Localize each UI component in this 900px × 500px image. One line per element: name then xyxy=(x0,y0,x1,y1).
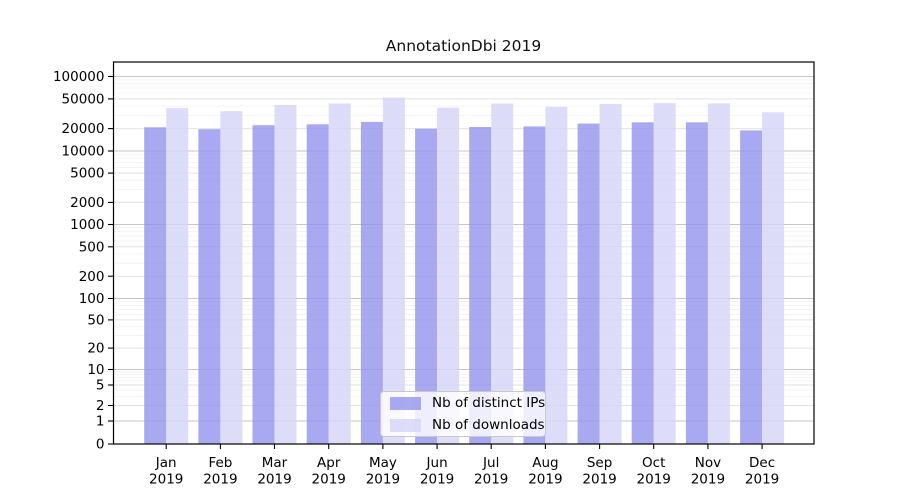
bar-downloads-dec xyxy=(762,112,785,445)
x-tick-label-month: Sep xyxy=(587,455,612,471)
x-tick-label-month: Mar xyxy=(262,455,288,471)
y-tick-label: 1 xyxy=(96,414,105,430)
x-tick-label-month: Feb xyxy=(208,455,232,471)
x-tick-label-year: 2019 xyxy=(637,472,671,488)
bar-downloads-apr xyxy=(328,103,351,444)
y-tick-label: 10 xyxy=(87,362,104,378)
y-tick-label: 1000 xyxy=(70,217,104,233)
x-tick-label-month: Aug xyxy=(532,455,558,471)
y-tick-label: 100000 xyxy=(53,69,105,85)
x-tick-label-month: May xyxy=(369,455,397,471)
bar-distinct-ips-dec xyxy=(740,130,763,444)
x-tick-label-month: Oct xyxy=(642,455,665,471)
x-tick-label-year: 2019 xyxy=(691,472,725,488)
plot-border xyxy=(112,61,815,445)
x-tick-label-month: Jan xyxy=(155,455,177,471)
legend-swatch-distinct-ips xyxy=(390,396,421,410)
bar-downloads-mar xyxy=(274,104,297,445)
x-tick-label-month: Jul xyxy=(482,455,499,471)
x-tick-label-year: 2019 xyxy=(474,472,508,488)
x-tick-label-year: 2019 xyxy=(420,472,454,488)
bar-downloads-jan xyxy=(166,108,189,444)
bar-distinct-ips-apr xyxy=(306,124,329,445)
x-tick-label-month: Jun xyxy=(426,455,448,471)
legend-label-distinct-ips: Nb of distinct IPs xyxy=(432,395,546,411)
x-tick-label-year: 2019 xyxy=(257,472,291,488)
legend-row-distinct-ips: Nb of distinct IPs xyxy=(390,395,545,411)
x-tick-label-year: 2019 xyxy=(745,472,779,488)
bar-downloads-feb xyxy=(220,111,243,444)
y-tick-label: 0 xyxy=(96,437,105,453)
x-tick-label-year: 2019 xyxy=(528,472,562,488)
y-tick-label: 5 xyxy=(96,378,105,394)
bar-distinct-ips-may xyxy=(360,121,383,445)
x-tick-label-year: 2019 xyxy=(582,472,616,488)
bar-downloads-jun xyxy=(437,107,460,444)
bar-distinct-ips-aug xyxy=(523,126,546,445)
y-tick-label: 2000 xyxy=(70,195,104,211)
bar-downloads-sep xyxy=(599,103,622,445)
bar-distinct-ips-feb xyxy=(198,129,221,444)
bar-distinct-ips-oct xyxy=(631,122,654,445)
bar-distinct-ips-jun xyxy=(415,128,438,444)
y-tick-label: 20 xyxy=(87,341,104,357)
y-tick-label: 200 xyxy=(79,269,105,285)
y-tick-label: 100 xyxy=(79,291,105,307)
y-tick-label: 10000 xyxy=(62,144,105,160)
y-tick-label: 20000 xyxy=(62,121,105,137)
x-tick-label-year: 2019 xyxy=(366,472,400,488)
y-tick-label: 50 xyxy=(87,312,104,328)
bar-downloads-may xyxy=(382,97,405,444)
y-tick-label: 500 xyxy=(79,239,105,255)
x-tick-label-year: 2019 xyxy=(312,472,346,488)
bar-downloads-jul xyxy=(491,103,514,444)
bar-distinct-ips-jul xyxy=(469,127,492,444)
x-tick-label-month: Apr xyxy=(317,455,341,471)
bar-distinct-ips-mar xyxy=(252,125,275,444)
bar-distinct-ips-sep xyxy=(577,123,600,444)
bar-downloads-oct xyxy=(653,103,676,444)
x-tick-label-year: 2019 xyxy=(203,472,237,488)
y-tick-label: 50000 xyxy=(62,91,105,107)
bar-distinct-ips-jan xyxy=(144,127,167,445)
x-tick-label-month: Nov xyxy=(695,455,721,471)
x-tick-label-month: Dec xyxy=(749,455,775,471)
legend-row-downloads: Nb of downloads xyxy=(390,417,545,433)
y-tick-label: 2 xyxy=(96,398,105,414)
bar-downloads-nov xyxy=(707,103,730,445)
chart-title: AnnotationDbi 2019 xyxy=(385,37,542,55)
bar-downloads-aug xyxy=(545,106,568,445)
legend: Nb of distinct IPs Nb of downloads xyxy=(380,391,546,437)
legend-swatch-downloads xyxy=(390,418,421,432)
y-tick-label: 5000 xyxy=(70,166,104,182)
legend-label-downloads: Nb of downloads xyxy=(432,417,545,433)
x-tick-label-year: 2019 xyxy=(149,472,183,488)
bar-distinct-ips-nov xyxy=(685,122,708,445)
